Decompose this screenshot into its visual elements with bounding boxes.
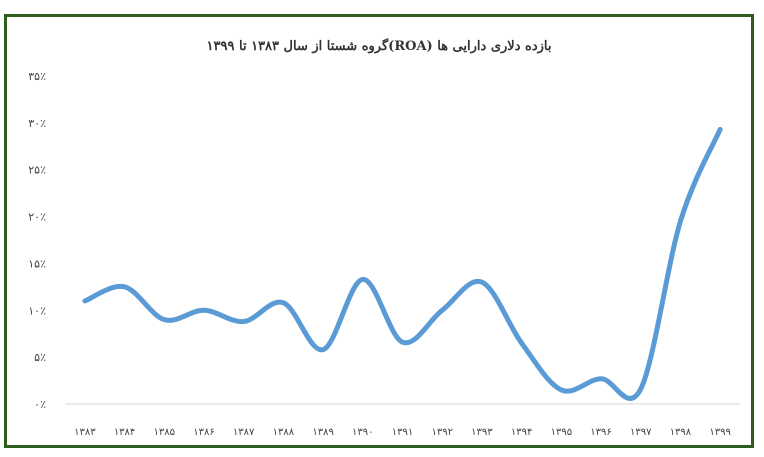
data-point bbox=[162, 318, 166, 322]
data-point bbox=[242, 320, 246, 324]
y-tick-label: ۳۰٪ bbox=[28, 117, 46, 130]
x-tick-label: ۱۳۹۰ bbox=[352, 427, 373, 438]
series-line bbox=[82, 126, 723, 401]
data-point bbox=[123, 285, 127, 289]
data-point bbox=[599, 377, 603, 381]
data-point bbox=[321, 348, 325, 352]
y-tick-label: ۵٪ bbox=[34, 351, 46, 364]
x-tick-label: ۱۳۹۶ bbox=[590, 427, 611, 438]
x-tick-label: ۱۳۹۵ bbox=[551, 427, 572, 438]
y-tick-label: ۰٪ bbox=[34, 398, 46, 411]
y-tick-label: ۲۰٪ bbox=[28, 211, 46, 224]
data-point bbox=[718, 127, 722, 131]
x-tick-label: ۱۳۸۵ bbox=[154, 427, 175, 438]
data-point bbox=[361, 277, 365, 281]
x-tick-label: ۱۳۹۱ bbox=[392, 427, 413, 438]
x-tick-label: ۱۳۸۹ bbox=[312, 427, 333, 438]
x-tick-label: ۱۳۸۳ bbox=[74, 427, 96, 438]
chart-frame: بازده دلاری دارایی ها (ROA)گروه شستا از … bbox=[4, 14, 754, 448]
data-point bbox=[480, 280, 484, 284]
x-tick-label: ۱۳۹۲ bbox=[431, 427, 452, 438]
data-point bbox=[639, 387, 643, 391]
chart-title: بازده دلاری دارایی ها (ROA)گروه شستا از … bbox=[206, 39, 552, 54]
y-tick-label: ۲۵٪ bbox=[28, 164, 46, 177]
data-point bbox=[678, 219, 682, 223]
x-tick-label: ۱۳۸۶ bbox=[193, 427, 214, 438]
data-point bbox=[559, 388, 563, 392]
data-point bbox=[401, 340, 405, 344]
x-tick-label: ۱۳۹۹ bbox=[709, 427, 730, 438]
y-tick-label: ۱۵٪ bbox=[28, 257, 46, 270]
data-point bbox=[440, 308, 444, 312]
x-tick-label: ۱۳۹۸ bbox=[670, 427, 692, 438]
data-point bbox=[83, 299, 87, 303]
x-tick-label: ۱۳۸۴ bbox=[114, 427, 135, 438]
data-point bbox=[520, 341, 524, 345]
x-tick-label: ۱۳۸۸ bbox=[273, 427, 295, 438]
x-tick-label: ۱۳۸۷ bbox=[233, 427, 255, 438]
y-tick-label: ۳۵٪ bbox=[28, 70, 46, 83]
y-tick-label: ۱۰٪ bbox=[28, 304, 46, 317]
x-tick-label: ۱۳۹۴ bbox=[511, 427, 532, 438]
x-tick-label: ۱۳۹۷ bbox=[630, 427, 652, 438]
data-point bbox=[281, 301, 285, 305]
data-point bbox=[202, 308, 206, 312]
x-tick-label: ۱۳۹۳ bbox=[471, 427, 493, 438]
